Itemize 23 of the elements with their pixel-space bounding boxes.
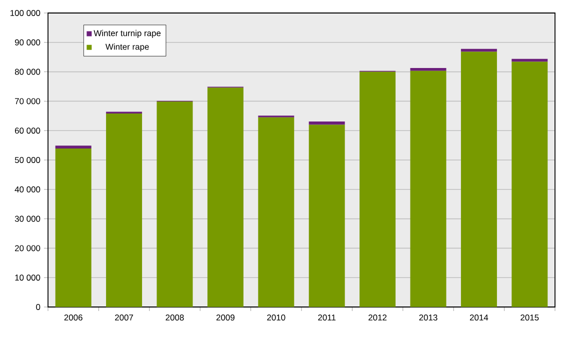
y-tick-label: 20 000 xyxy=(15,245,40,252)
legend-label: Winter turnip rape xyxy=(94,30,161,38)
x-tick-label: 2011 xyxy=(318,314,336,321)
x-tick-label: 2008 xyxy=(166,314,184,321)
x-tick-label: 2015 xyxy=(520,314,539,321)
y-tick-label: 90 000 xyxy=(14,39,40,46)
y-tick-label: 60 000 xyxy=(15,128,40,134)
y-tick-label: 30 000 xyxy=(14,216,40,222)
y-tick-label: 50 000 xyxy=(14,157,40,163)
x-tick-label: 2010 xyxy=(267,314,286,321)
x-tick-label: 2013 xyxy=(419,314,438,321)
x-tick-label: 2007 xyxy=(115,314,134,321)
y-tick-label: 0 xyxy=(36,304,40,310)
y-tick-label: 40 000 xyxy=(14,186,40,192)
legend-label: Winter rape xyxy=(105,44,149,52)
x-tick-label: 2009 xyxy=(216,314,234,321)
x-tick-label: 2006 xyxy=(64,314,82,321)
y-tick-label: 70 000 xyxy=(15,98,40,104)
x-tick-label: 2014 xyxy=(470,314,488,321)
y-tick-label: 100 000 xyxy=(10,10,40,16)
y-tick-label: 10 000 xyxy=(15,274,40,281)
y-tick-label: 80 000 xyxy=(14,68,40,75)
x-tick-label: 2012 xyxy=(368,314,387,321)
